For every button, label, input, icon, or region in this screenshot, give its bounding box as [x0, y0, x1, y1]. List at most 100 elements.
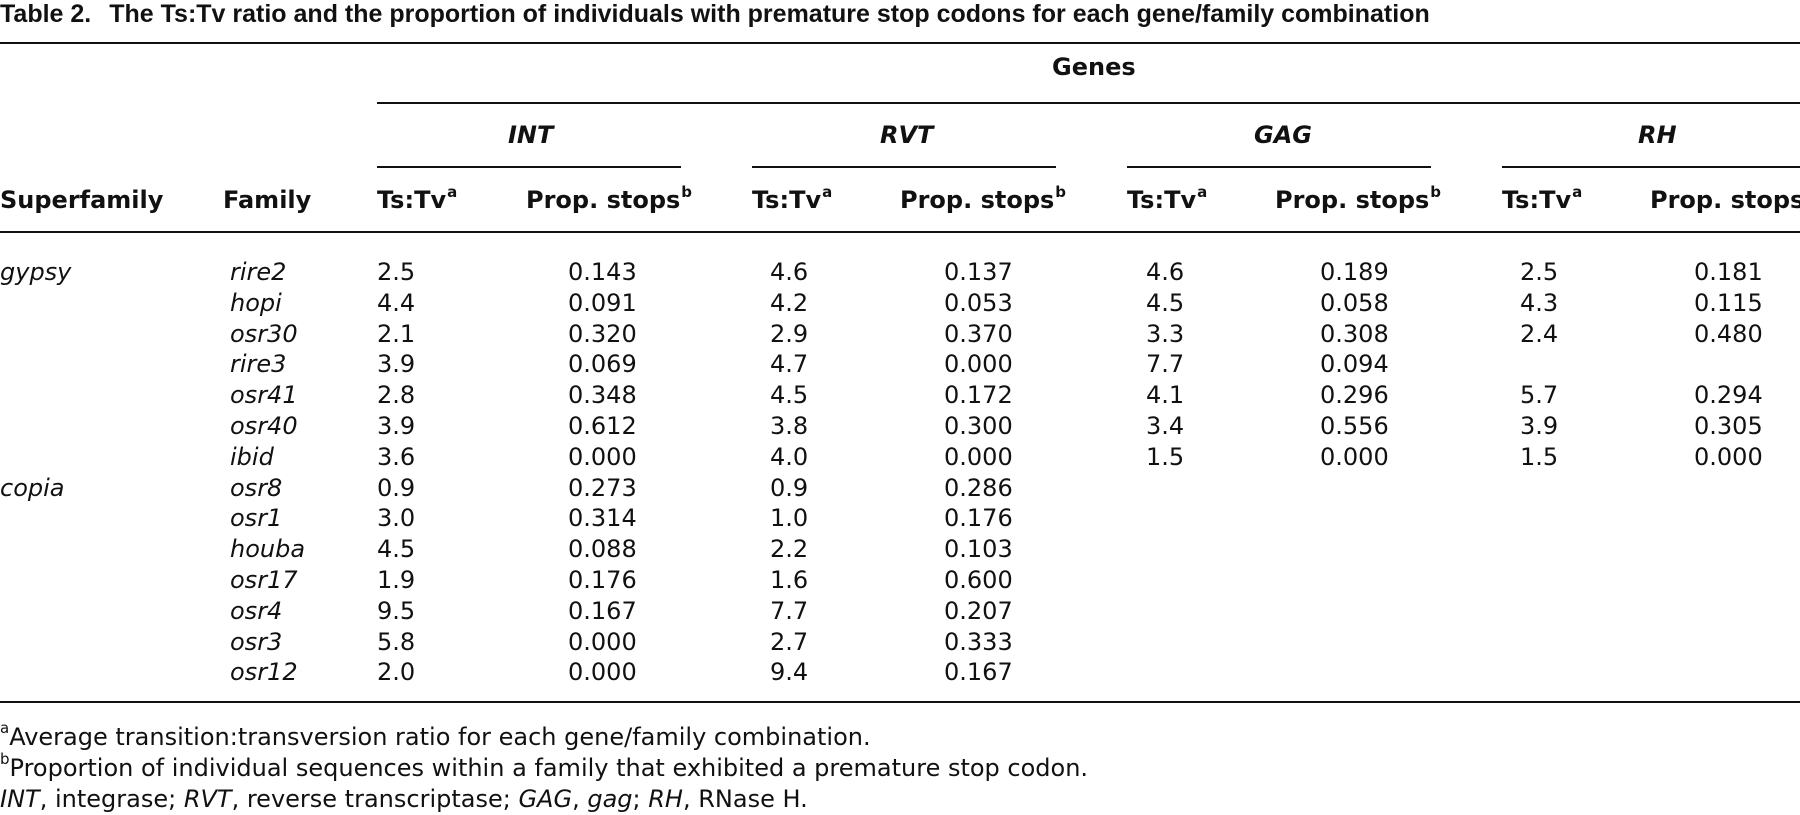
gag-prop-cell: 0.556 — [1320, 412, 1389, 440]
gag-tstv-cell: 1.5 — [1146, 442, 1185, 471]
table-row: gypsy rire2 2.5 0.143 4.6 0.137 4.6 0.189 2.5 0.1… — [0, 257, 1800, 288]
gag-prop-cell: 0.058 — [1320, 288, 1389, 317]
int-tstv-cell: 2.5 — [377, 258, 416, 286]
bottom-rule — [0, 701, 1800, 703]
gag-prop-cell: 0.296 — [1320, 381, 1389, 410]
rh-tstv-cell: 4.3 — [1520, 288, 1559, 317]
gag-tstv-cell: 4.6 — [1146, 258, 1185, 286]
family-cell: ibid — [230, 442, 274, 471]
table-row: osr17 1.9 0.176 1.6 0.600 — [0, 565, 1800, 596]
rvt-tstv-cell: 7.7 — [770, 596, 809, 625]
rh-prop-header: Prop. stopsb — [1650, 186, 1800, 214]
gag-tstv-cell: 4.5 — [1146, 288, 1185, 317]
table-row: osr4 9.5 0.167 7.7 0.207 — [0, 596, 1800, 627]
family-cell: osr4 — [230, 596, 283, 625]
table-label: Table 2. — [0, 0, 92, 28]
rh-tstv-header: Ts:Tva — [1502, 183, 1583, 215]
int-prop-cell: 0.091 — [568, 288, 637, 317]
table-title: Table 2. The Ts:Tv ratio and the proporti… — [0, 0, 1800, 28]
int-tstv-cell: 3.9 — [377, 412, 416, 440]
rvt-prop-cell: 0.600 — [944, 566, 1013, 594]
rvt-prop-cell: 0.286 — [944, 473, 1013, 502]
rvt-prop-cell: 0.333 — [944, 627, 1013, 656]
gag-prop-cell: 0.000 — [1320, 442, 1389, 471]
rh-tstv-cell: 2.5 — [1520, 258, 1559, 286]
family-cell: rire3 — [230, 350, 287, 379]
table-row: ibid 3.6 0.000 4.0 0.000 1.5 0.000 1.5 0.000 — [0, 442, 1800, 473]
int-prop-cell: 0.000 — [568, 442, 637, 471]
family-cell: hopi — [230, 288, 282, 317]
gene-group-rh: RH — [1638, 121, 1677, 149]
table-caption: The Ts:Tv ratio and the proportion of in… — [109, 0, 1430, 28]
family-cell: osr17 — [230, 566, 298, 594]
rvt-prop-cell: 0.207 — [944, 596, 1013, 625]
int-rule — [377, 166, 681, 168]
rvt-tstv-cell: 3.8 — [770, 412, 809, 440]
rvt-prop-cell: 0.176 — [944, 504, 1013, 533]
rh-prop-cell: 0.000 — [1694, 442, 1763, 471]
family-header: Family — [223, 186, 312, 214]
rvt-tstv-cell: 9.4 — [770, 658, 809, 687]
table-row: hopi 4.4 0.091 4.2 0.053 4.5 0.058 4.3 0.115 — [0, 288, 1800, 319]
gag-tstv-cell: 4.1 — [1146, 381, 1185, 410]
int-prop-cell: 0.273 — [568, 473, 637, 502]
table-row: houba 4.5 0.088 2.2 0.103 — [0, 534, 1800, 565]
int-tstv-cell: 9.5 — [377, 596, 416, 625]
gene-group-rvt: RVT — [880, 121, 934, 149]
rvt-prop-cell: 0.137 — [944, 258, 1013, 286]
rh-tstv-cell: 5.7 — [1520, 381, 1559, 410]
rvt-tstv-header: Ts:Tva — [752, 183, 833, 215]
family-cell: houba — [230, 535, 306, 564]
family-cell: osr30 — [230, 319, 298, 348]
rvt-prop-cell: 0.172 — [944, 381, 1013, 410]
rh-tstv-cell: 1.5 — [1520, 442, 1559, 471]
gag-prop-cell: 0.094 — [1320, 350, 1389, 379]
rh-prop-cell: 0.294 — [1694, 381, 1763, 410]
rh-prop-cell: 0.305 — [1694, 412, 1763, 440]
rh-rule — [1502, 166, 1800, 168]
rvt-prop-header: Prop. stopsb — [900, 183, 1067, 215]
gag-prop-cell: 0.189 — [1320, 258, 1389, 286]
footnote-a: aAverage transition:transversion ratio f… — [0, 719, 871, 752]
rvt-tstv-cell: 2.9 — [770, 319, 809, 348]
table-row: osr12 2.0 0.000 9.4 0.167 — [0, 657, 1800, 688]
table-row: rire3 3.9 0.069 4.7 0.000 7.7 0.094 — [0, 349, 1800, 380]
table-row: osr40 3.9 0.612 3.8 0.300 3.4 0.556 3.9 0.305 — [0, 411, 1800, 442]
table-row: osr41 2.8 0.348 4.5 0.172 4.1 0.296 5.7 0.294 — [0, 380, 1800, 411]
rvt-prop-cell: 0.167 — [944, 658, 1013, 687]
genes-header: Genes — [1052, 53, 1136, 81]
int-prop-cell: 0.143 — [568, 258, 637, 286]
int-tstv-cell: 4.4 — [377, 288, 416, 317]
rvt-tstv-cell: 4.0 — [770, 442, 809, 471]
gag-tstv-cell: 3.3 — [1146, 319, 1185, 348]
int-prop-cell: 0.069 — [568, 350, 637, 379]
int-prop-cell: 0.000 — [568, 658, 637, 687]
int-prop-cell: 0.612 — [568, 412, 637, 440]
gag-prop-header: Prop. stopsb — [1275, 183, 1442, 215]
rvt-tstv-cell: 4.2 — [770, 288, 809, 317]
genes-rule — [377, 102, 1800, 104]
rvt-tstv-cell: 1.6 — [770, 566, 809, 594]
int-prop-header: Prop. stopsb — [526, 183, 693, 215]
rvt-tstv-cell: 0.9 — [770, 473, 809, 502]
family-cell: osr8 — [230, 473, 283, 502]
int-tstv-cell: 3.9 — [377, 350, 416, 379]
table-row: osr3 5.8 0.000 2.7 0.333 — [0, 627, 1800, 658]
top-rule — [0, 42, 1800, 44]
rvt-rule — [752, 166, 1056, 168]
gene-group-gag: GAG — [1254, 121, 1312, 149]
family-cell: osr3 — [230, 627, 283, 656]
rh-prop-cell: 0.115 — [1694, 288, 1763, 317]
rvt-tstv-cell: 4.7 — [770, 350, 809, 379]
rh-tstv-cell: 2.4 — [1520, 319, 1559, 348]
family-cell: osr40 — [230, 412, 298, 440]
int-prop-cell: 0.314 — [568, 504, 637, 533]
gag-tstv-cell: 7.7 — [1146, 350, 1185, 379]
rvt-tstv-cell: 2.2 — [770, 535, 809, 564]
int-tstv-header: Ts:Tva — [377, 183, 458, 215]
int-prop-cell: 0.167 — [568, 596, 637, 625]
superfamily-cell: copia — [0, 473, 65, 502]
gene-group-int: INT — [508, 121, 554, 149]
gag-rule — [1127, 166, 1431, 168]
footnote-abbreviations: INT, integrase; RVT, reverse transcripta… — [0, 785, 808, 813]
